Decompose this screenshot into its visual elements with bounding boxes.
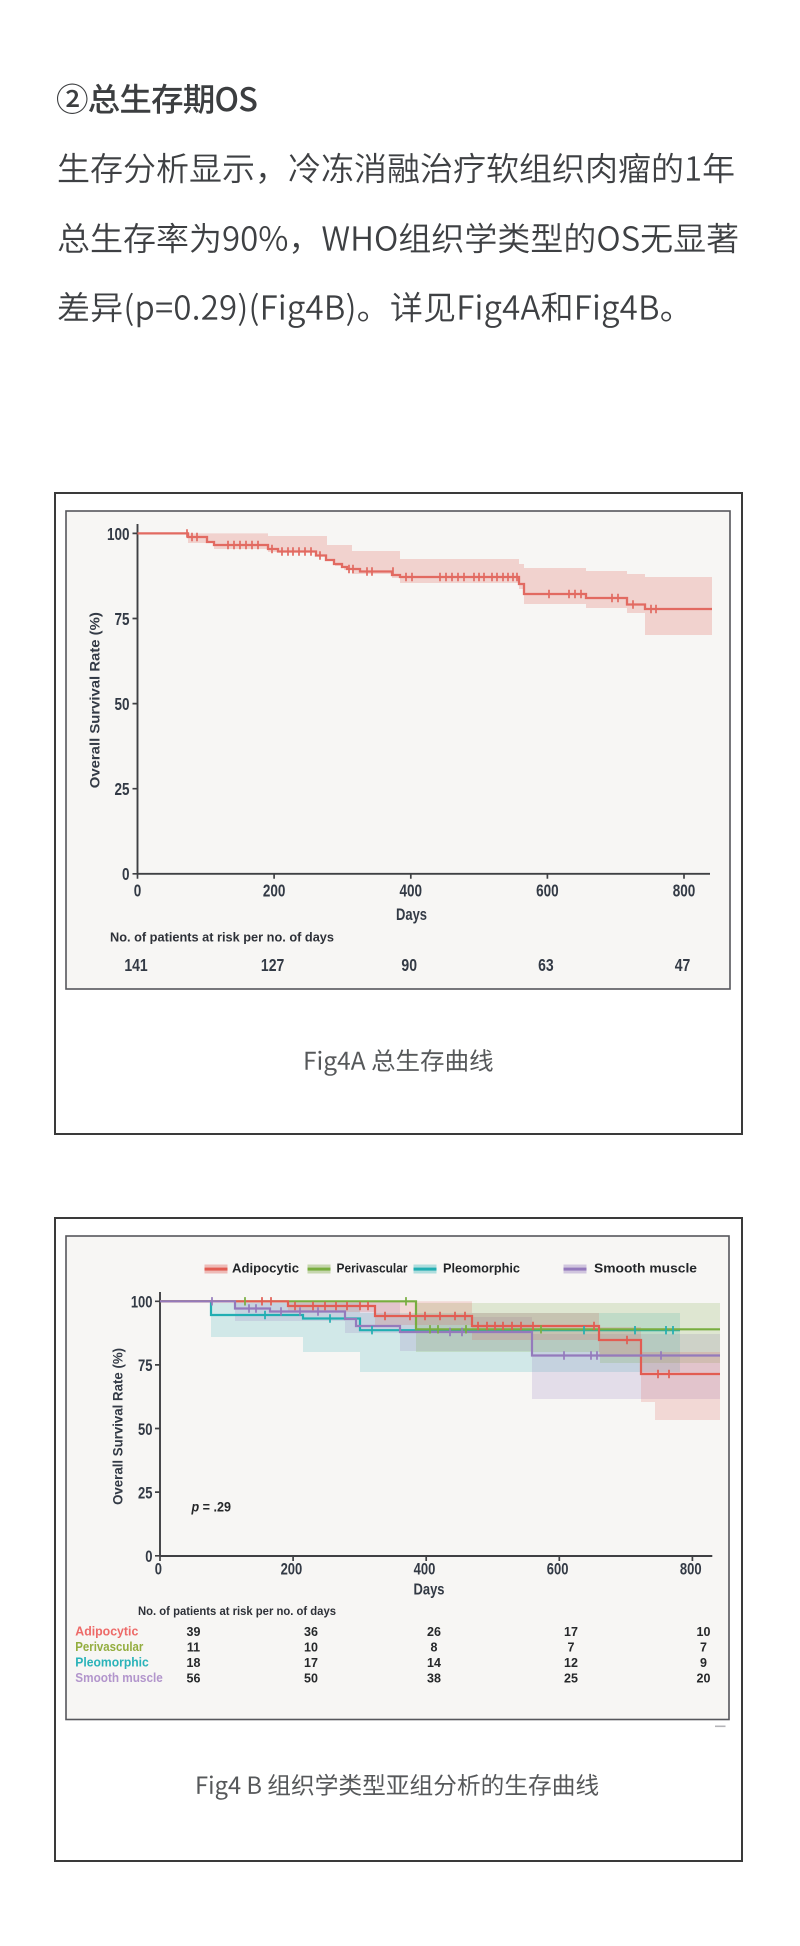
svg-text:90: 90 <box>401 956 417 975</box>
svg-text:Days: Days <box>396 907 427 924</box>
svg-text:127: 127 <box>261 956 285 975</box>
svg-text:600: 600 <box>547 1560 569 1579</box>
svg-text:Overall Survival Rate (%): Overall Survival Rate (%) <box>111 1348 126 1505</box>
svg-text:Perivascular: Perivascular <box>337 1262 408 1276</box>
svg-text:Overall Survival Rate (%): Overall Survival Rate (%) <box>87 612 103 788</box>
svg-text:800: 800 <box>673 882 696 901</box>
svg-text:100: 100 <box>107 525 130 544</box>
svg-text:200: 200 <box>263 882 286 901</box>
svg-text:400: 400 <box>400 882 423 901</box>
svg-text:p = .29: p = .29 <box>191 1499 232 1515</box>
svg-text:9: 9 <box>700 1656 707 1670</box>
svg-text:36: 36 <box>304 1625 318 1639</box>
svg-text:Perivascular: Perivascular <box>75 1640 143 1654</box>
svg-text:12: 12 <box>564 1656 578 1670</box>
svg-text:17: 17 <box>564 1625 578 1639</box>
svg-text:56: 56 <box>187 1671 201 1685</box>
svg-text:17: 17 <box>304 1656 318 1670</box>
svg-text:20: 20 <box>697 1671 711 1685</box>
svg-text:38: 38 <box>427 1671 441 1685</box>
svg-text:Pleomorphic: Pleomorphic <box>75 1655 149 1669</box>
svg-text:11: 11 <box>187 1640 200 1654</box>
svg-text:Pleomorphic: Pleomorphic <box>443 1262 520 1276</box>
svg-text:Adipocytic: Adipocytic <box>75 1624 138 1638</box>
svg-text:50: 50 <box>304 1671 318 1685</box>
svg-text:No. of patients at risk per no: No. of patients at risk per no. of days <box>110 930 334 945</box>
svg-text:Days: Days <box>414 1581 445 1598</box>
svg-text:0: 0 <box>155 1560 162 1579</box>
svg-text:No. of patients at risk per no: No. of patients at risk per no. of days <box>138 1605 336 1618</box>
svg-text:Smooth muscle: Smooth muscle <box>594 1262 697 1276</box>
svg-text:63: 63 <box>538 956 554 975</box>
svg-text:0: 0 <box>134 882 142 901</box>
svg-text:25: 25 <box>138 1484 152 1503</box>
svg-text:400: 400 <box>414 1560 436 1579</box>
svg-text:100: 100 <box>131 1293 153 1312</box>
svg-text:200: 200 <box>281 1560 303 1579</box>
svg-text:26: 26 <box>427 1625 441 1639</box>
svg-text:50: 50 <box>138 1420 152 1439</box>
svg-text:0: 0 <box>145 1548 152 1567</box>
svg-text:25: 25 <box>564 1671 578 1685</box>
svg-text:25: 25 <box>114 780 129 799</box>
svg-text:10: 10 <box>697 1625 711 1639</box>
svg-text:Adipocytic: Adipocytic <box>232 1262 299 1276</box>
svg-text:800: 800 <box>680 1560 702 1579</box>
svg-text:0: 0 <box>122 866 130 885</box>
svg-text:Smooth muscle: Smooth muscle <box>75 1671 163 1685</box>
svg-text:10: 10 <box>304 1640 318 1654</box>
svg-text:75: 75 <box>114 610 129 629</box>
svg-text:7: 7 <box>568 1640 575 1654</box>
svg-text:50: 50 <box>114 695 129 714</box>
svg-text:14: 14 <box>427 1656 441 1670</box>
svg-text:8: 8 <box>431 1640 438 1654</box>
svg-text:47: 47 <box>675 956 691 975</box>
svg-text:7: 7 <box>700 1640 707 1654</box>
svg-text:18: 18 <box>187 1656 201 1670</box>
svg-text:600: 600 <box>536 882 559 901</box>
svg-text:141: 141 <box>124 956 148 975</box>
svg-text:75: 75 <box>138 1357 152 1376</box>
svg-text:39: 39 <box>187 1625 201 1639</box>
